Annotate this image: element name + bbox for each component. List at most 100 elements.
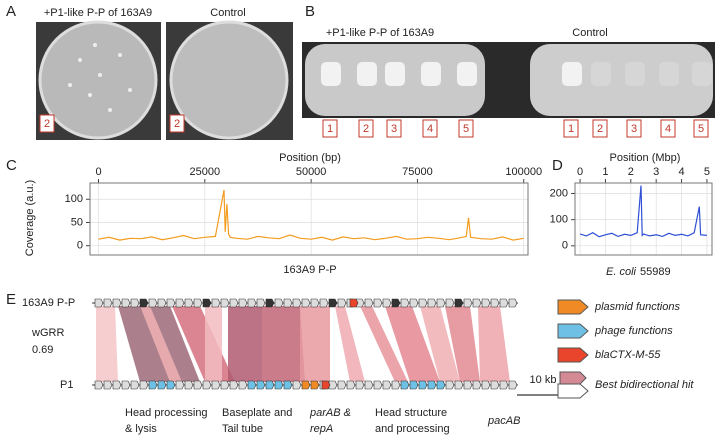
gene xyxy=(139,298,149,308)
gene xyxy=(112,298,122,308)
gene xyxy=(121,380,131,390)
gene xyxy=(355,380,365,390)
gene xyxy=(373,380,383,390)
region-label: repA xyxy=(310,423,333,435)
gene xyxy=(499,380,509,390)
gene xyxy=(157,298,167,308)
genes xyxy=(94,298,518,390)
panel-label: A xyxy=(6,3,16,20)
x-tick-label: 50000 xyxy=(296,166,327,178)
genome-label: P1 xyxy=(60,379,73,391)
colonies xyxy=(68,43,132,112)
x-axis-title: Position (bp) xyxy=(279,152,341,164)
x-tick-label: 0 xyxy=(577,166,583,178)
legend-swatch xyxy=(559,371,587,385)
region-label: Baseplate and xyxy=(222,407,292,419)
label-box xyxy=(693,119,709,138)
plate-label: 2 xyxy=(363,123,369,135)
streak xyxy=(357,62,377,86)
photo-caption: +P1-like P-P of 163A9 xyxy=(326,27,434,39)
homology-band xyxy=(385,306,440,382)
legend-label: Best bidirectional hit xyxy=(595,379,694,391)
panel-label: E xyxy=(6,291,16,308)
plate-label: 5 xyxy=(698,123,704,135)
gene xyxy=(364,380,374,390)
gene xyxy=(238,380,248,390)
wgrr-value: 0.69 xyxy=(32,344,53,356)
synteny xyxy=(96,306,510,382)
gene xyxy=(337,380,347,390)
gene xyxy=(103,380,113,390)
x-tick-label: 1 xyxy=(602,166,608,178)
gene xyxy=(490,298,500,308)
wgrr-label: wGRR xyxy=(31,327,64,339)
homology-band xyxy=(140,306,182,382)
plate-label: 2 xyxy=(44,118,50,130)
gene xyxy=(265,380,275,390)
x-axis-title: Position (Mbp) xyxy=(610,152,681,164)
panel-label: C xyxy=(6,157,17,174)
photo-caption: +P1-like P-P of 163A9 xyxy=(44,7,152,19)
gene xyxy=(238,298,248,308)
gene xyxy=(130,380,140,390)
region-label: Head structure xyxy=(375,407,447,419)
label-box xyxy=(458,119,474,138)
gene xyxy=(481,298,491,308)
gene xyxy=(265,298,275,308)
homology-band xyxy=(96,306,118,382)
gene xyxy=(229,298,239,308)
streak xyxy=(385,62,405,86)
gene xyxy=(121,298,131,308)
gene xyxy=(508,298,518,308)
gene xyxy=(256,298,266,308)
gene xyxy=(292,380,302,390)
gene xyxy=(247,298,257,308)
gene xyxy=(418,380,428,390)
photo-caption: Control xyxy=(572,27,607,39)
gene xyxy=(364,298,374,308)
gene xyxy=(274,380,284,390)
legend-swatch xyxy=(557,347,589,363)
plate-label: 2 xyxy=(174,118,180,130)
gene xyxy=(301,380,311,390)
homology-band xyxy=(205,306,222,382)
streak xyxy=(692,62,712,86)
homology-band xyxy=(420,306,460,382)
gene xyxy=(427,298,437,308)
plate-label: 4 xyxy=(665,123,671,135)
x-tick-label: 3 xyxy=(653,166,659,178)
gene xyxy=(445,380,455,390)
gene xyxy=(454,298,464,308)
label-box xyxy=(358,119,374,138)
homology-band xyxy=(478,306,510,382)
legend-label: plasmid functions xyxy=(594,301,680,313)
chart-caption: 163A9 P-P xyxy=(283,264,336,276)
gene xyxy=(409,298,419,308)
gene xyxy=(454,380,464,390)
gene xyxy=(274,298,284,308)
gene xyxy=(139,380,149,390)
gene xyxy=(211,298,221,308)
region-label: pacAB xyxy=(487,415,520,427)
gene xyxy=(157,380,167,390)
gene xyxy=(247,380,257,390)
y-tick-label: 50 xyxy=(71,216,83,228)
chart-caption: 55989 xyxy=(640,266,671,278)
plate-label: 3 xyxy=(631,123,637,135)
gene xyxy=(220,298,230,308)
x-tick-label: 25000 xyxy=(190,166,221,178)
gene xyxy=(409,380,419,390)
streak xyxy=(625,62,645,86)
gene xyxy=(436,380,446,390)
gene xyxy=(166,380,176,390)
gene xyxy=(202,380,212,390)
gene xyxy=(472,298,482,308)
gene xyxy=(94,380,104,390)
gene xyxy=(283,380,293,390)
gene xyxy=(349,298,359,308)
gene xyxy=(256,380,266,390)
label-box xyxy=(169,114,185,133)
label-box xyxy=(422,119,438,138)
gene xyxy=(175,298,185,308)
gene xyxy=(472,380,482,390)
